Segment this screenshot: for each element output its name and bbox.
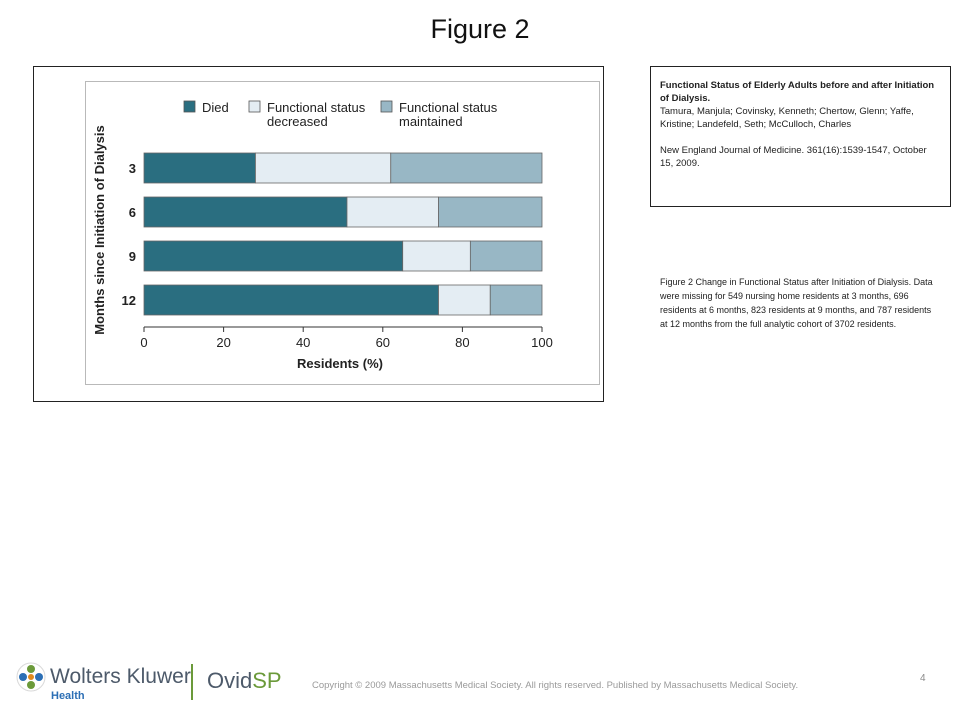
legend-swatch-1 <box>183 100 196 113</box>
citation-journal: New England Journal of Medicine. 361(16)… <box>660 145 927 169</box>
bar-9-series-1 <box>143 240 404 272</box>
legend-label-2-line-1: Functional status <box>267 100 366 115</box>
slide-title: Figure 2 <box>430 14 530 44</box>
x-tick-label-100: 100 <box>531 335 553 350</box>
bar-6-series-3 <box>438 196 543 228</box>
y-tick-label-6: 6 <box>129 205 136 220</box>
y-tick-label-12: 12 <box>122 293 136 308</box>
x-tick-label-60: 60 <box>376 335 390 350</box>
bar-12-series-2 <box>438 284 491 316</box>
legend-label-3-line-2: maintained <box>399 114 463 129</box>
y-axis-title: Months since Initiation of Dialysis <box>92 125 107 334</box>
ovid-wordmark: Ovid <box>207 668 253 693</box>
bar-9-series-3 <box>469 240 543 272</box>
bar-3-series-3 <box>390 152 543 184</box>
wolters-kluwer-wordmark: Wolters Kluwer <box>50 665 191 688</box>
bar-6-series-2 <box>346 196 439 228</box>
legend-label-2-line-2: decreased <box>267 114 328 129</box>
logo-divider <box>191 664 193 700</box>
x-axis-title: Residents (%) <box>297 356 383 371</box>
citation-title: Functional Status of Elderly Adults befo… <box>660 80 935 104</box>
bar-3-series-1 <box>143 152 256 184</box>
wolters-kluwer-mark-icon <box>16 662 46 692</box>
page-number: 4 <box>920 673 926 684</box>
y-tick-label-9: 9 <box>129 249 136 264</box>
x-tick-label-80: 80 <box>455 335 469 350</box>
figure-caption: Figure 2 Change in Functional Status aft… <box>660 277 933 329</box>
bar-3-series-2 <box>255 152 392 184</box>
x-tick-label-0: 0 <box>140 335 147 350</box>
figure-frame: Died Functional status decreased Functional… <box>33 66 604 402</box>
bar-12-series-3 <box>489 284 543 316</box>
legend-label-1-line-1: Died <box>202 100 229 115</box>
legend-swatch-2 <box>248 100 261 113</box>
legend-label-3-line-1: Functional status <box>399 100 498 115</box>
y-tick-label-3: 3 <box>129 161 136 176</box>
sp-wordmark: SP <box>252 668 282 693</box>
copyright-notice: Copyright © 2009 Massachusetts Medical S… <box>312 680 799 691</box>
wolters-kluwer-health: Health <box>51 690 85 702</box>
citation-box: Functional Status of Elderly Adults befo… <box>650 66 951 207</box>
bar-6-series-1 <box>143 196 348 228</box>
wolters-kluwer-logo: Wolters Kluwer Health <box>16 662 206 706</box>
stacked-bar-chart: Died Functional statusdecreasedFunctional… <box>92 100 553 371</box>
ovidsp-logo: OvidSP <box>207 668 282 694</box>
bar-9-series-2 <box>402 240 471 272</box>
bar-12-series-1 <box>143 284 439 316</box>
legend-swatch-3 <box>380 100 393 113</box>
x-tick-label-20: 20 <box>216 335 230 350</box>
citation-authors: Tamura, Manjula; Covinsky, Kenneth; Cher… <box>660 106 914 130</box>
x-tick-label-40: 40 <box>296 335 310 350</box>
chart-panel: Died Functional status decreased Functional… <box>85 81 600 385</box>
